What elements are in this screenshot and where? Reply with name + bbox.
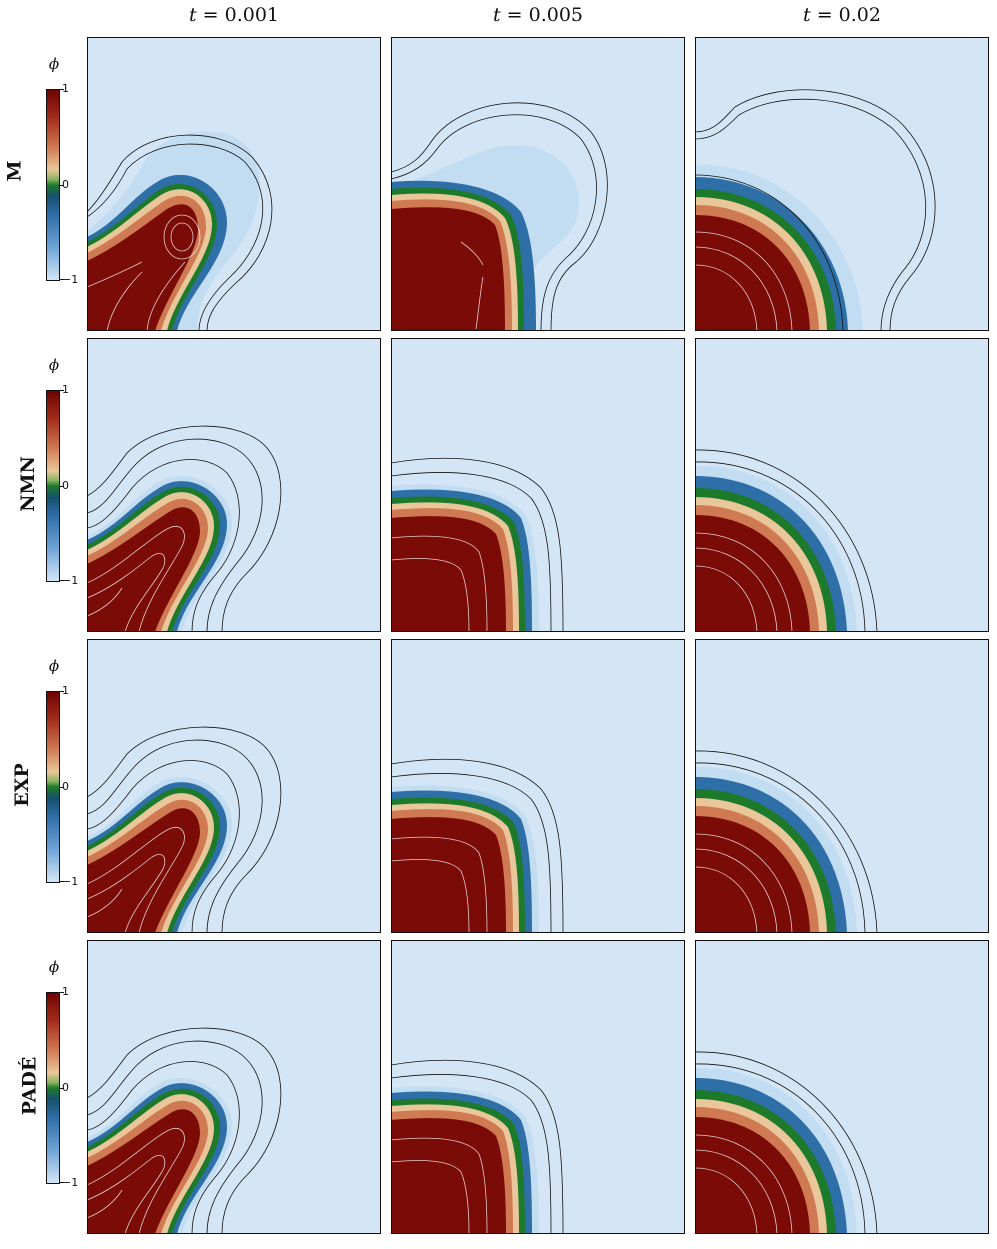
panel-exp-t0005 (391, 639, 685, 933)
field-plot (695, 940, 989, 1234)
panel-exp-t002 (695, 639, 989, 933)
panel-exp-t0001 (87, 639, 381, 933)
row-label-nmn: NMN (16, 456, 39, 512)
colorbar-tick-label: 0 (62, 1081, 69, 1094)
colorbar-gradient (46, 89, 60, 281)
colorbar-tick (59, 992, 64, 993)
colorbar-tick-label: 1 (62, 985, 69, 998)
colorbar-tick-label: 0 (62, 178, 69, 191)
field-plot (391, 940, 685, 1234)
colorbar-tick (59, 881, 64, 882)
panel-pade-t0005 (391, 940, 685, 1234)
field-plot (87, 338, 381, 632)
colorbar-tick (59, 185, 64, 186)
column-title-t002: t = 0.02 (695, 4, 989, 26)
panel-m-t0005 (391, 37, 685, 331)
field-plot (695, 639, 989, 933)
field-plot (391, 639, 685, 933)
colorbar-tick (59, 1088, 64, 1089)
field-plot (87, 639, 381, 933)
panel-m-t0001 (87, 37, 381, 331)
panel-pade-t0001 (87, 940, 381, 1234)
colorbar-tick (59, 486, 64, 487)
time-variable: t (188, 4, 197, 26)
colorbar-tick-label: 1 (62, 383, 69, 396)
panel-nmn-t002 (695, 338, 989, 632)
colorbar-tick (59, 89, 64, 90)
colorbar-gradient (46, 992, 60, 1184)
row-label-m: M (3, 160, 26, 182)
colorbar-tick-label: −1 (62, 875, 79, 888)
column-title-t0001: t = 0.001 (87, 4, 381, 26)
colorbar-tick (59, 691, 64, 692)
panel-m-t002 (695, 37, 989, 331)
colorbar-symbol: ϕ (48, 958, 60, 976)
colorbar-tick (59, 787, 64, 788)
field-plot (391, 37, 685, 331)
colorbar-tick (59, 1182, 64, 1183)
colorbar-gradient (46, 691, 60, 883)
field-plot (695, 37, 989, 331)
column-title-text: = 0.001 (196, 4, 280, 26)
colorbar-tick-label: −1 (62, 574, 79, 587)
row-label-exp: EXP (10, 763, 33, 807)
colorbar-tick-label: 1 (62, 684, 69, 697)
colorbar-tick-label: −1 (62, 1176, 79, 1189)
field-plot (87, 37, 381, 331)
column-title-text: = 0.02 (810, 4, 881, 26)
colorbar-tick (59, 390, 64, 391)
panel-nmn-t0001 (87, 338, 381, 632)
panel-pade-t002 (695, 940, 989, 1234)
colorbar-tick-label: −1 (62, 273, 79, 286)
field-plot (695, 338, 989, 632)
colorbar-tick (59, 279, 64, 280)
colorbar-gradient (46, 390, 60, 582)
row-label-pade: PADÉ (18, 1056, 41, 1116)
panel-nmn-t0005 (391, 338, 685, 632)
colorbar-tick-label: 0 (62, 479, 69, 492)
colorbar-symbol: ϕ (48, 657, 60, 675)
colorbar-tick (59, 580, 64, 581)
colorbar-symbol: ϕ (48, 55, 60, 73)
time-variable: t (803, 4, 811, 26)
colorbar-tick-label: 0 (62, 780, 69, 793)
field-plot (87, 940, 381, 1234)
column-title-t0005: t = 0.005 (391, 4, 685, 26)
time-variable: t (492, 4, 501, 26)
column-title-text: = 0.005 (500, 4, 584, 26)
colorbar-symbol: ϕ (48, 356, 60, 374)
colorbar-tick-label: 1 (62, 82, 69, 95)
field-plot (391, 338, 685, 632)
